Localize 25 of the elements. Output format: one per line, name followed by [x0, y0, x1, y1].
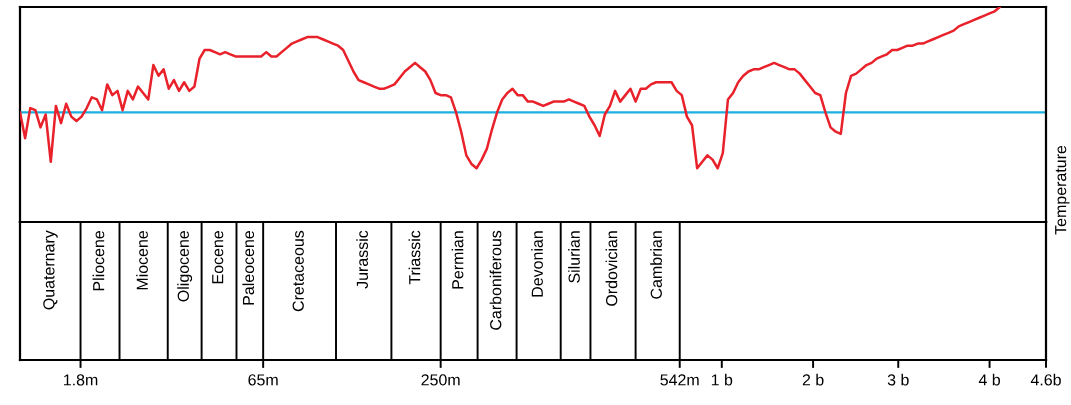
- text: 542m: [660, 374, 699, 386]
- text: 250m: [421, 374, 460, 386]
- text: Triassic: [408, 230, 421, 285]
- text: 4.6b: [1030, 373, 1061, 386]
- text: 2 b: [802, 373, 824, 386]
- text: Pliocene: [92, 230, 105, 291]
- text: 3 b: [887, 373, 909, 386]
- text: Cretaceous: [292, 230, 304, 312]
- y-axis-title: Temperature: [1055, 145, 1070, 235]
- text: Carboniferous: [489, 230, 502, 330]
- text: Ordovician: [605, 231, 618, 306]
- text: 1.8m: [64, 374, 98, 386]
- text: Silurian: [568, 231, 580, 283]
- text: 65m: [248, 374, 278, 386]
- text: Jurassic: [356, 230, 368, 289]
- text: Paleocene: [242, 230, 255, 305]
- text: 1 b: [711, 373, 733, 386]
- text: Eocene: [212, 230, 224, 284]
- text: Miocene: [136, 230, 148, 290]
- text: Cambrian: [650, 231, 662, 299]
- text: Permian: [451, 231, 464, 289]
- text: Devonian: [531, 231, 543, 297]
- text: 4 b: [978, 373, 1000, 386]
- text: Quaternary: [43, 230, 58, 310]
- text: Oligocene: [177, 230, 193, 302]
